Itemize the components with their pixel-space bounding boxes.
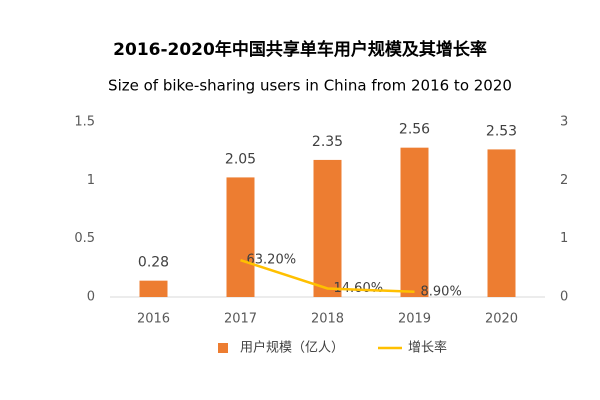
- chart-title: 2016-2020年中国共享单车用户规模及其增长率: [113, 39, 487, 60]
- y-tick-label: 0: [87, 290, 95, 305]
- chart-subtitle: Size of bike-sharing users in China from…: [108, 77, 512, 95]
- data-label: 2.53: [486, 123, 517, 139]
- x-tick-label: 2018: [311, 312, 344, 327]
- x-tick-label: 2017: [224, 312, 257, 327]
- legend-label: 用户规模（亿人）: [240, 340, 344, 356]
- y-tick-label: 1.5: [74, 115, 95, 130]
- line: [240, 258, 415, 294]
- y-tick-label: 0.5: [74, 231, 95, 246]
- y2-tick-label: 2: [560, 173, 568, 188]
- data-label: 2.05: [225, 151, 256, 167]
- y2-tick-label: 0: [560, 290, 568, 305]
- data-label: 0.28: [138, 255, 169, 271]
- y2-tick-label: 3: [560, 115, 568, 130]
- legend-swatch: [218, 343, 228, 353]
- x-tick-label: 2019: [398, 312, 431, 327]
- data-label: 63.20%: [247, 253, 297, 268]
- x-tick-label: 2020: [485, 312, 518, 327]
- bar: [487, 149, 516, 297]
- legend-label: 增长率: [408, 340, 447, 356]
- bar: [139, 280, 168, 297]
- y2-tick-label: 1: [560, 231, 568, 246]
- y-tick-label: 1: [87, 173, 95, 188]
- bar: [400, 147, 429, 297]
- data-label: 2.35: [312, 134, 343, 150]
- bar: [313, 159, 342, 297]
- data-label: 8.90%: [421, 284, 462, 299]
- data-label: 2.56: [399, 122, 430, 138]
- x-tick-label: 2016: [137, 312, 170, 327]
- bar: [226, 177, 255, 297]
